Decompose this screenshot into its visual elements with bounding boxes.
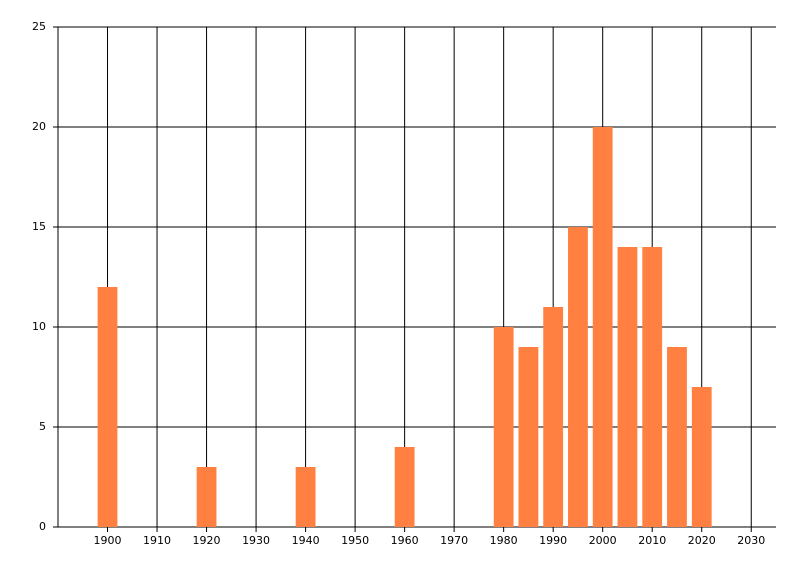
bar [196, 467, 217, 527]
x-tick-label: 2010 [638, 534, 666, 547]
y-tick-label: 5 [39, 420, 46, 433]
x-tick-label: 1970 [440, 534, 468, 547]
y-tick-label: 20 [32, 120, 46, 133]
x-tick-label: 1960 [391, 534, 419, 547]
bar [617, 247, 638, 527]
x-tick-label: 1900 [94, 534, 122, 547]
x-tick-label: 1940 [292, 534, 320, 547]
x-tick-label: 1910 [143, 534, 171, 547]
y-tick-label: 0 [39, 520, 46, 533]
x-tick-label: 2030 [737, 534, 765, 547]
bar [642, 247, 663, 527]
bar [518, 347, 539, 527]
x-tick-label: 2020 [688, 534, 716, 547]
bar [592, 127, 613, 527]
x-tick-label: 1990 [539, 534, 567, 547]
x-tick-label: 1920 [193, 534, 221, 547]
bar [691, 387, 712, 527]
bar [543, 307, 564, 527]
x-tick-label: 1930 [242, 534, 270, 547]
bar [97, 287, 118, 527]
bar [568, 227, 588, 527]
y-tick-label: 10 [32, 320, 46, 333]
x-tick-label: 1980 [490, 534, 518, 547]
x-tick-label: 1950 [341, 534, 369, 547]
y-tick-label: 25 [32, 20, 46, 33]
bar [667, 347, 687, 527]
bar [295, 467, 316, 527]
bar [394, 447, 415, 527]
x-tick-label: 2000 [589, 534, 617, 547]
y-tick-label: 15 [32, 220, 46, 233]
bar [493, 327, 514, 527]
